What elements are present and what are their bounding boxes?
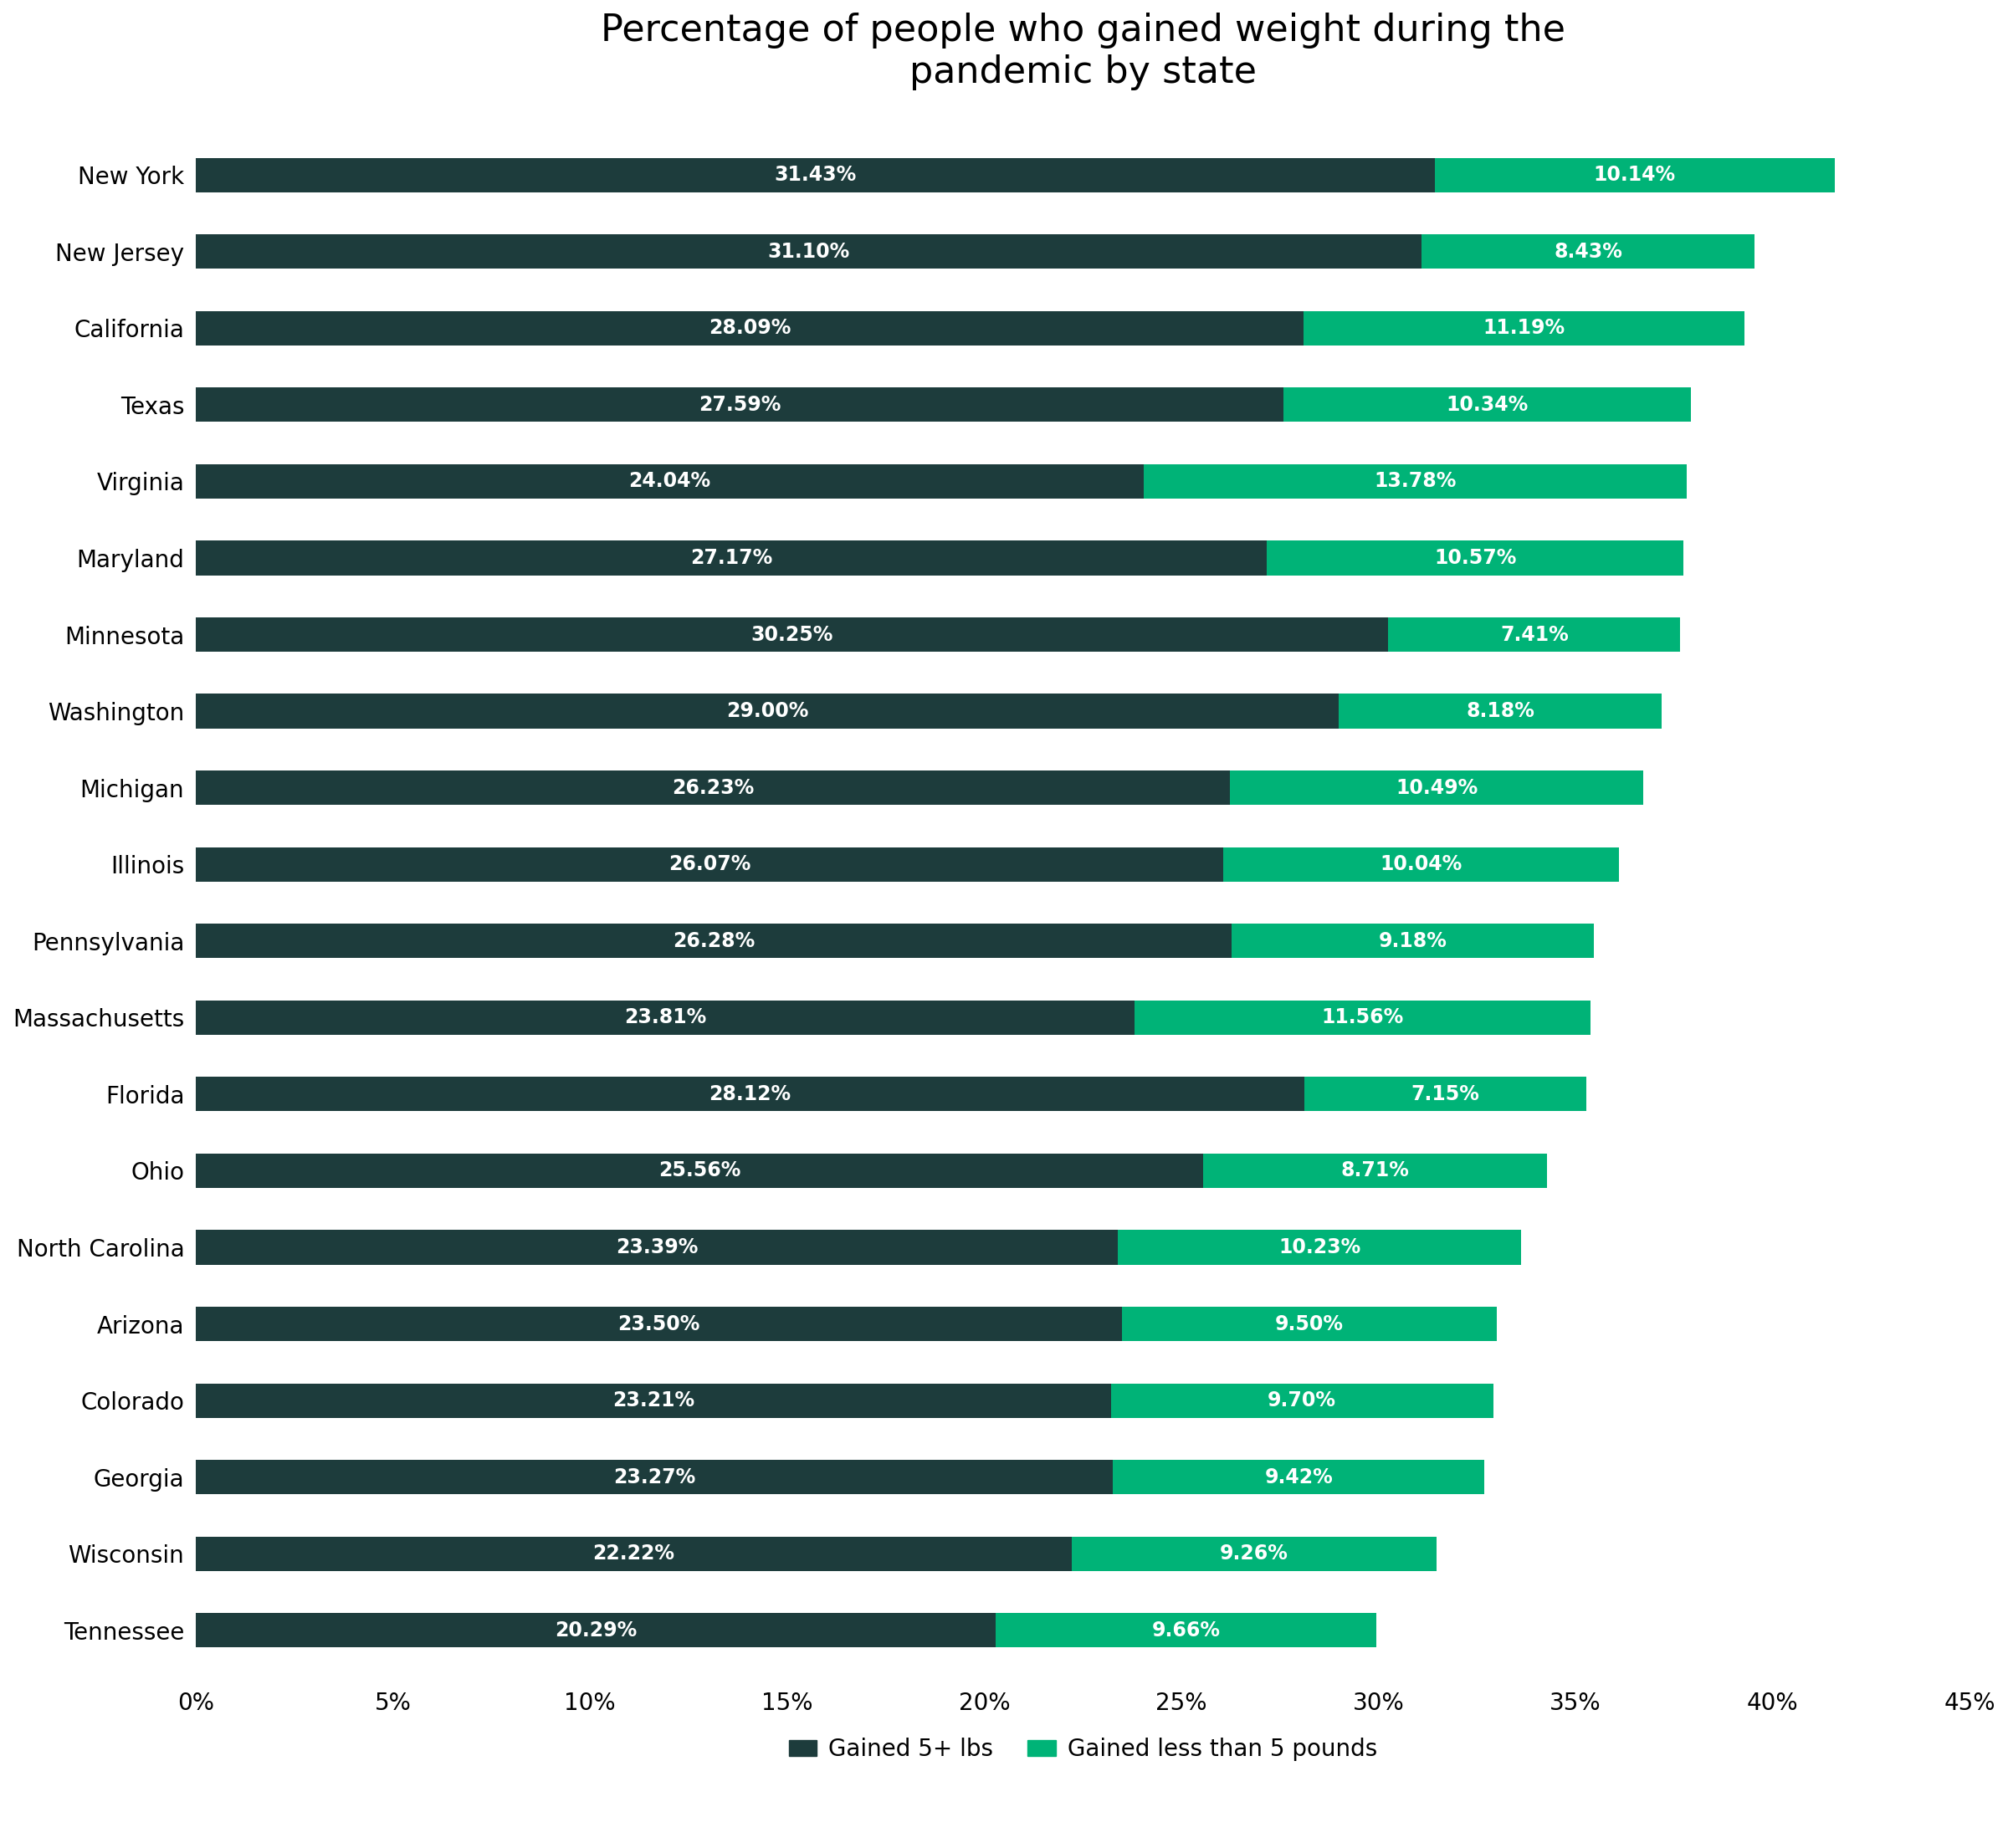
Bar: [197, 310, 1303, 346]
Bar: [197, 388, 1283, 421]
Bar: [197, 235, 1422, 268]
Bar: [1112, 1460, 1484, 1495]
Bar: [197, 924, 1231, 957]
Text: 23.81%: 23.81%: [624, 1007, 707, 1027]
Text: 10.14%: 10.14%: [1594, 164, 1677, 185]
Title: Percentage of people who gained weight during the
pandemic by state: Percentage of people who gained weight d…: [600, 13, 1564, 91]
Bar: [197, 1460, 1112, 1495]
Text: 29.00%: 29.00%: [727, 700, 809, 721]
Bar: [197, 1536, 1072, 1571]
Text: 26.23%: 26.23%: [673, 778, 753, 798]
Bar: [1110, 1384, 1494, 1417]
Text: 23.39%: 23.39%: [616, 1238, 699, 1257]
Bar: [197, 1307, 1122, 1342]
Bar: [1122, 1307, 1496, 1342]
Bar: [197, 1153, 1203, 1188]
Text: 10.04%: 10.04%: [1379, 854, 1462, 874]
Bar: [197, 846, 1223, 881]
Text: 23.21%: 23.21%: [612, 1390, 695, 1410]
Text: 20.29%: 20.29%: [554, 1621, 637, 1641]
Bar: [197, 1613, 996, 1648]
Bar: [996, 1613, 1375, 1648]
Text: 7.41%: 7.41%: [1500, 625, 1568, 645]
Bar: [1339, 693, 1661, 728]
Text: 24.04%: 24.04%: [629, 471, 711, 492]
Text: 10.34%: 10.34%: [1446, 395, 1528, 414]
Text: 27.17%: 27.17%: [691, 547, 773, 567]
Text: 9.50%: 9.50%: [1275, 1314, 1343, 1334]
Bar: [1436, 157, 1835, 192]
Bar: [197, 1000, 1135, 1035]
Bar: [1118, 1231, 1522, 1264]
Text: 28.12%: 28.12%: [709, 1085, 791, 1103]
Bar: [1229, 771, 1643, 806]
Text: 11.56%: 11.56%: [1321, 1007, 1404, 1027]
Bar: [197, 541, 1267, 575]
Text: 11.19%: 11.19%: [1482, 318, 1564, 338]
Legend: Gained 5+ lbs, Gained less than 5 pounds: Gained 5+ lbs, Gained less than 5 pounds: [779, 1728, 1386, 1770]
Text: 26.07%: 26.07%: [669, 854, 751, 874]
Text: 8.43%: 8.43%: [1554, 242, 1622, 262]
Text: 27.59%: 27.59%: [699, 395, 781, 414]
Text: 28.09%: 28.09%: [709, 318, 791, 338]
Bar: [197, 1231, 1118, 1264]
Text: 8.71%: 8.71%: [1341, 1161, 1410, 1181]
Text: 31.43%: 31.43%: [775, 164, 857, 185]
Text: 9.70%: 9.70%: [1267, 1390, 1335, 1410]
Bar: [1267, 541, 1683, 575]
Bar: [1422, 235, 1755, 268]
Bar: [197, 771, 1229, 806]
Text: 25.56%: 25.56%: [659, 1161, 741, 1181]
Bar: [197, 617, 1388, 652]
Text: 9.26%: 9.26%: [1221, 1543, 1289, 1563]
Text: 10.23%: 10.23%: [1279, 1238, 1361, 1257]
Bar: [1223, 846, 1618, 881]
Text: 23.27%: 23.27%: [612, 1467, 695, 1488]
Bar: [1388, 617, 1681, 652]
Text: 10.49%: 10.49%: [1396, 778, 1478, 798]
Text: 13.78%: 13.78%: [1373, 471, 1456, 492]
Text: 26.28%: 26.28%: [673, 931, 755, 952]
Bar: [1072, 1536, 1438, 1571]
Text: 10.57%: 10.57%: [1434, 547, 1516, 567]
Bar: [197, 464, 1143, 499]
Text: 22.22%: 22.22%: [592, 1543, 675, 1563]
Text: 9.66%: 9.66%: [1153, 1621, 1221, 1641]
Bar: [197, 1384, 1110, 1417]
Bar: [1283, 388, 1691, 421]
Text: 30.25%: 30.25%: [751, 625, 833, 645]
Bar: [1135, 1000, 1590, 1035]
Text: 8.18%: 8.18%: [1466, 700, 1534, 721]
Bar: [1305, 1077, 1586, 1111]
Text: 31.10%: 31.10%: [767, 242, 849, 262]
Bar: [197, 693, 1339, 728]
Text: 7.15%: 7.15%: [1412, 1085, 1480, 1103]
Bar: [1203, 1153, 1546, 1188]
Text: 9.18%: 9.18%: [1377, 931, 1448, 952]
Text: 23.50%: 23.50%: [618, 1314, 701, 1334]
Bar: [1231, 924, 1594, 957]
Bar: [1143, 464, 1687, 499]
Bar: [197, 1077, 1305, 1111]
Text: 9.42%: 9.42%: [1265, 1467, 1333, 1488]
Bar: [1303, 310, 1745, 346]
Bar: [197, 157, 1436, 192]
